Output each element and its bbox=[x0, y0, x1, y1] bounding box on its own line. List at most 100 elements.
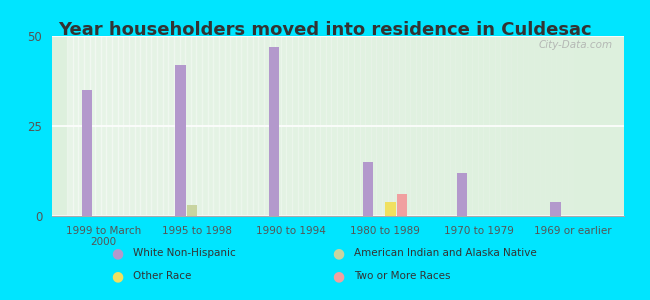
Bar bbox=[196, 36, 202, 216]
Bar bbox=[433, 36, 438, 216]
Bar bbox=[607, 36, 613, 216]
Bar bbox=[478, 36, 484, 216]
Text: Year householders moved into residence in Culdesac: Year householders moved into residence i… bbox=[58, 21, 592, 39]
Bar bbox=[140, 36, 146, 216]
Bar bbox=[444, 36, 450, 216]
Bar bbox=[495, 36, 501, 216]
Bar bbox=[624, 36, 630, 216]
Bar bbox=[396, 194, 407, 216]
Bar bbox=[534, 36, 540, 216]
Bar bbox=[596, 36, 601, 216]
Bar bbox=[601, 36, 607, 216]
Bar bbox=[500, 36, 506, 216]
Bar bbox=[326, 36, 332, 216]
Bar bbox=[613, 36, 618, 216]
Bar bbox=[84, 36, 90, 216]
Bar bbox=[118, 36, 124, 216]
Bar bbox=[174, 36, 179, 216]
Bar bbox=[590, 36, 596, 216]
Text: White Non-Hispanic: White Non-Hispanic bbox=[133, 248, 236, 259]
Bar bbox=[157, 36, 162, 216]
Bar bbox=[241, 36, 247, 216]
Bar bbox=[472, 36, 478, 216]
Bar bbox=[191, 36, 196, 216]
Bar bbox=[187, 205, 197, 216]
Text: Other Race: Other Race bbox=[133, 271, 192, 281]
Bar bbox=[545, 36, 551, 216]
Bar bbox=[298, 36, 304, 216]
Bar bbox=[382, 36, 387, 216]
Bar bbox=[124, 36, 129, 216]
Bar bbox=[78, 36, 84, 216]
Text: ●: ● bbox=[111, 269, 123, 283]
Bar bbox=[421, 36, 427, 216]
Bar bbox=[179, 36, 185, 216]
Text: ●: ● bbox=[332, 269, 344, 283]
Bar bbox=[185, 36, 191, 216]
Bar bbox=[523, 36, 528, 216]
Bar bbox=[287, 36, 292, 216]
Bar bbox=[512, 36, 517, 216]
Bar bbox=[146, 36, 151, 216]
Bar bbox=[82, 90, 92, 216]
Text: City-Data.com: City-Data.com bbox=[538, 40, 612, 50]
Bar bbox=[315, 36, 320, 216]
Bar bbox=[506, 36, 512, 216]
Bar bbox=[90, 36, 95, 216]
Bar bbox=[162, 36, 168, 216]
Bar bbox=[332, 36, 337, 216]
Text: American Indian and Alaska Native: American Indian and Alaska Native bbox=[354, 248, 537, 259]
Bar bbox=[562, 36, 567, 216]
Bar bbox=[579, 36, 584, 216]
Bar bbox=[253, 36, 258, 216]
Bar bbox=[393, 36, 399, 216]
Bar bbox=[359, 36, 365, 216]
Bar bbox=[292, 36, 298, 216]
Bar bbox=[399, 36, 404, 216]
Bar bbox=[348, 36, 354, 216]
Bar bbox=[385, 202, 396, 216]
Bar bbox=[202, 36, 207, 216]
Bar bbox=[376, 36, 382, 216]
Bar bbox=[584, 36, 590, 216]
Bar bbox=[370, 36, 376, 216]
Bar bbox=[567, 36, 573, 216]
Bar bbox=[269, 47, 280, 216]
Bar bbox=[551, 36, 556, 216]
Bar bbox=[112, 36, 118, 216]
Bar bbox=[168, 36, 174, 216]
Bar bbox=[551, 202, 560, 216]
Bar bbox=[416, 36, 421, 216]
Bar bbox=[540, 36, 545, 216]
Bar bbox=[489, 36, 495, 216]
Bar bbox=[224, 36, 230, 216]
Bar bbox=[219, 36, 224, 216]
Bar bbox=[236, 36, 241, 216]
Bar bbox=[176, 65, 185, 216]
Bar bbox=[387, 36, 393, 216]
Bar bbox=[556, 36, 562, 216]
Bar bbox=[343, 36, 348, 216]
Bar bbox=[309, 36, 315, 216]
Bar bbox=[67, 36, 73, 216]
Text: ●: ● bbox=[111, 247, 123, 260]
Bar bbox=[354, 36, 359, 216]
Bar bbox=[107, 36, 112, 216]
Bar bbox=[304, 36, 309, 216]
Bar bbox=[213, 36, 219, 216]
Bar bbox=[129, 36, 135, 216]
Bar bbox=[427, 36, 433, 216]
Bar bbox=[73, 36, 78, 216]
Bar bbox=[337, 36, 343, 216]
Bar bbox=[404, 36, 410, 216]
Bar bbox=[457, 173, 467, 216]
Bar bbox=[247, 36, 253, 216]
Bar bbox=[438, 36, 444, 216]
Text: Two or More Races: Two or More Races bbox=[354, 271, 450, 281]
Bar bbox=[101, 36, 107, 216]
Bar bbox=[151, 36, 157, 216]
Bar bbox=[455, 36, 461, 216]
Bar bbox=[230, 36, 236, 216]
Bar bbox=[467, 36, 472, 216]
Bar bbox=[410, 36, 416, 216]
